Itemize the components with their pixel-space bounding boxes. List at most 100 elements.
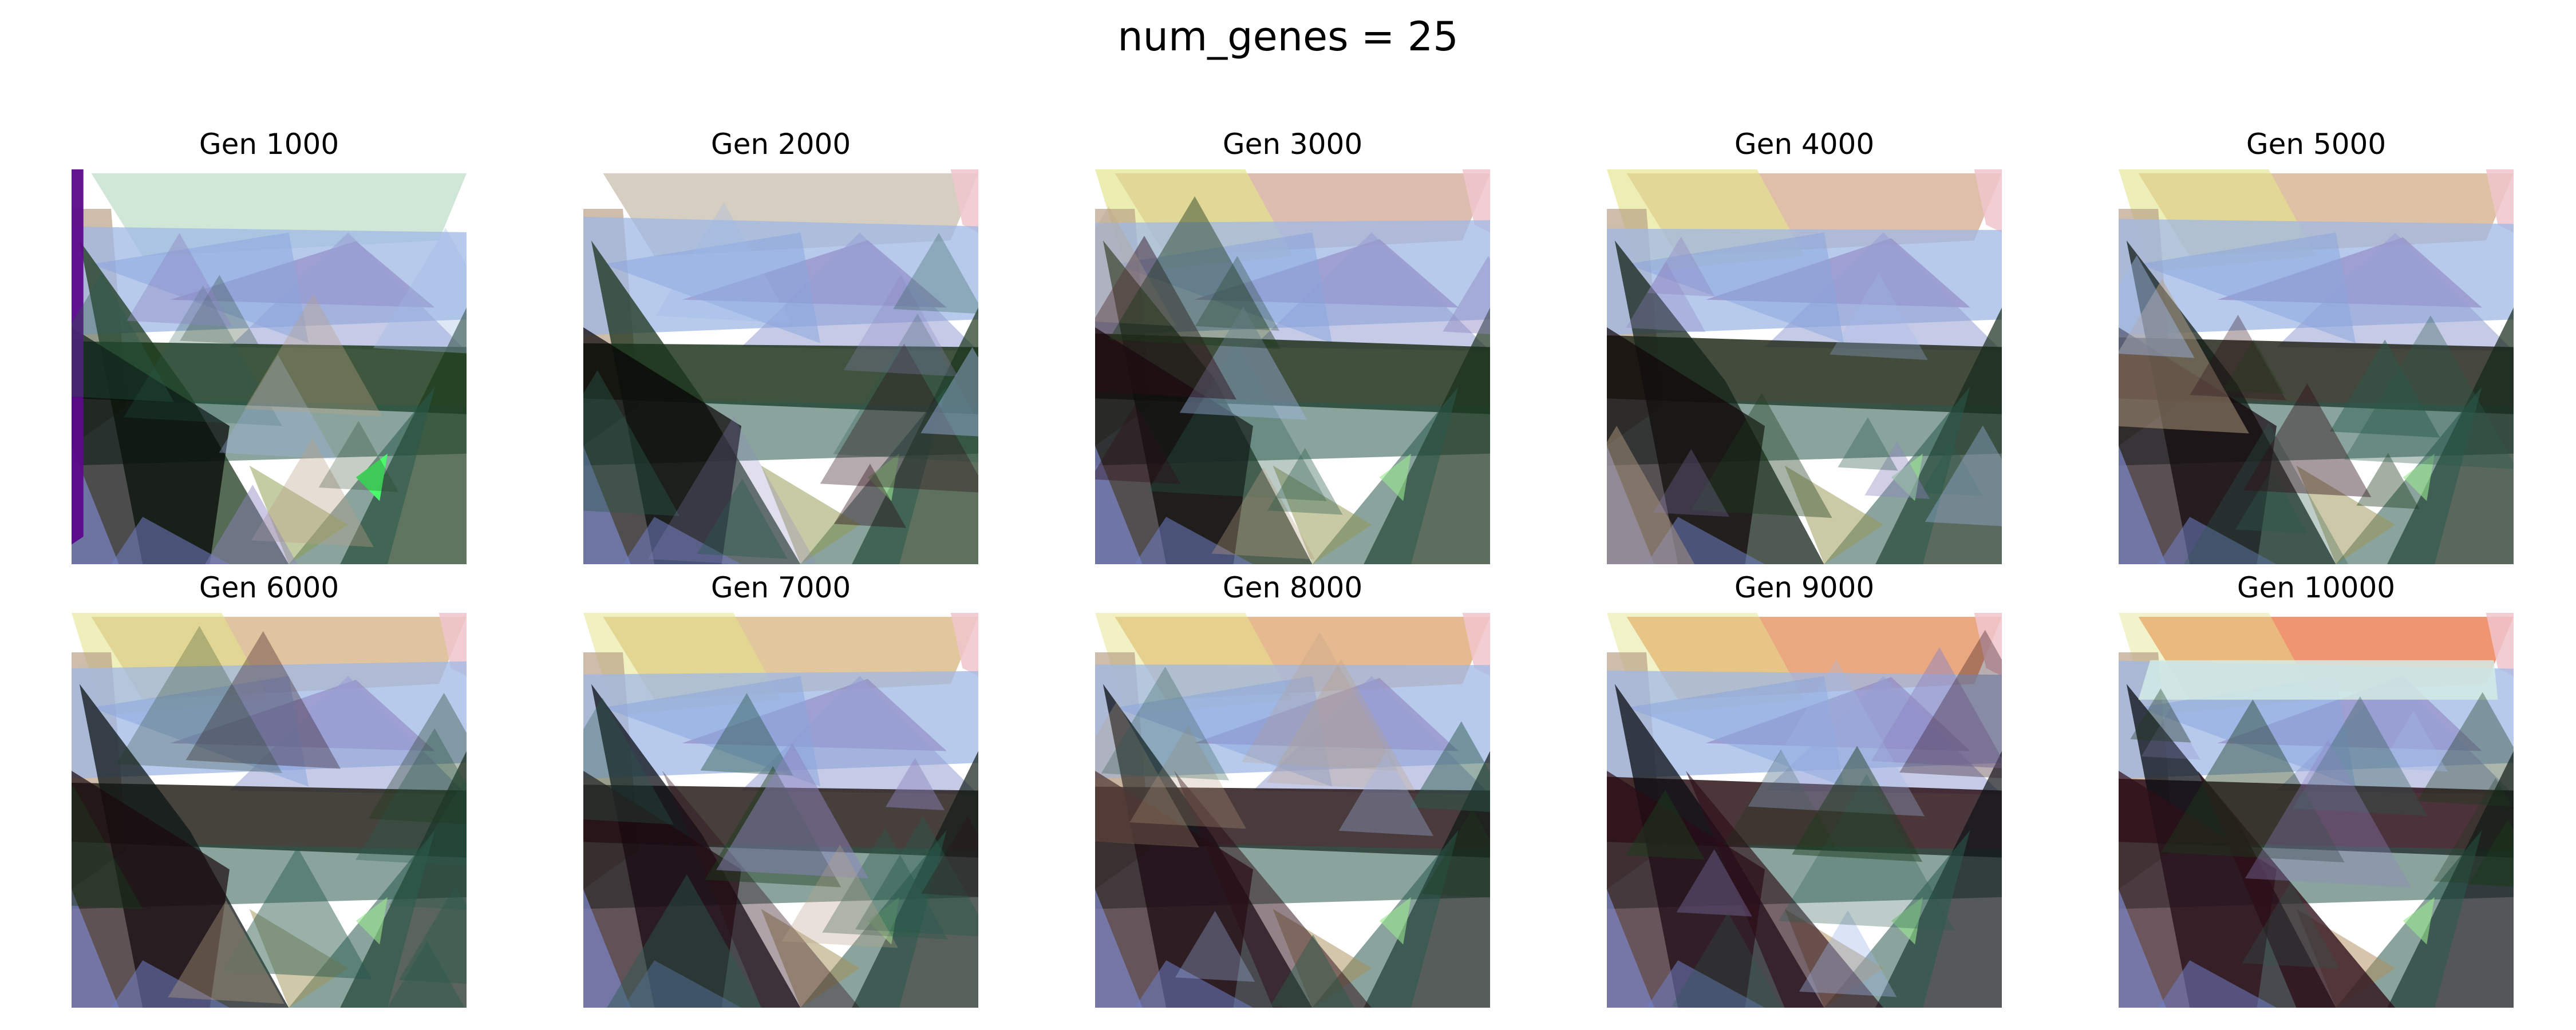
texture-triangle-shape	[368, 692, 467, 825]
blue-shard-shape	[2158, 517, 2277, 564]
texture-triangle-shape	[1095, 701, 1199, 847]
texture-triangle-shape	[205, 485, 298, 564]
right-teal-triangle-shape	[2336, 386, 2482, 564]
texture-triangle-shape	[893, 233, 978, 314]
blue-shard-shape	[111, 960, 230, 1008]
blue-shard-shape	[583, 446, 631, 564]
panel-image-gen-6000	[72, 613, 467, 1008]
texture-triangle-shape	[223, 847, 372, 980]
texture-triangle-shape	[583, 697, 674, 825]
panel-image-gen-1000	[72, 169, 467, 564]
texture-triangle-shape	[2245, 739, 2412, 888]
blue-shard-shape	[623, 517, 741, 564]
texture-triangle-shape	[1607, 426, 1695, 564]
texture-triangle-shape	[2190, 315, 2286, 401]
texture-triangle-shape	[855, 816, 978, 937]
texture-triangle-shape	[1195, 256, 1279, 331]
panel-image-gen-5000	[2119, 169, 2514, 564]
texture-triangle-shape	[1443, 255, 1490, 335]
pink-shape	[1974, 613, 2002, 676]
panel-image-gen-10000	[2119, 613, 2514, 1008]
pink-shape	[950, 613, 978, 676]
pink-shape	[1462, 613, 1490, 676]
texture-triangle-shape	[697, 478, 788, 559]
texture-triangle-shape	[705, 766, 841, 888]
blue-triangle-shape	[2138, 232, 2356, 343]
panel-title-gen-1000: Gen 1000	[199, 128, 339, 161]
texture-triangle-shape	[1899, 629, 2002, 778]
light-green-accent-shape	[355, 453, 388, 501]
light-green-accent-shape	[1891, 897, 1923, 945]
texture-triangle-shape	[318, 421, 399, 492]
maroon-triangle-shape	[1174, 771, 1372, 1008]
texture-triangle-shape	[2161, 699, 2345, 863]
texture-triangle-shape	[1925, 425, 2002, 526]
maroon-triangle-shape	[1686, 771, 1883, 1008]
texture-triangle-shape	[168, 900, 285, 1004]
texture-triangle-shape	[2223, 339, 2285, 394]
light-green-accent-shape	[2403, 897, 2435, 945]
texture-triangle-shape	[2119, 255, 2195, 358]
light-green-accent-shape	[867, 453, 899, 501]
texture-triangle-shape	[1129, 725, 1247, 829]
texture-triangle-shape	[180, 275, 259, 346]
blue-shard-shape	[1607, 446, 1654, 564]
texture-triangle-shape	[1724, 749, 1838, 851]
texture-triangle-shape	[2235, 469, 2308, 534]
dark-triangle-shape	[2119, 771, 2277, 1008]
blue-shard-shape	[1135, 517, 1253, 564]
texture-triangle-shape	[1179, 306, 1307, 420]
figure-title: num_genes = 25	[1117, 13, 1459, 60]
pink-shape	[950, 169, 978, 233]
texture-triangle-shape	[2417, 692, 2514, 807]
texture-triangle-shape	[1101, 667, 1230, 781]
panel-image-gen-7000	[583, 613, 978, 1008]
texture-triangle-shape	[655, 202, 792, 323]
panel-image-gen-3000	[1095, 169, 1490, 564]
texture-triangle-shape	[219, 354, 337, 459]
panel-title-gen-2000: Gen 2000	[710, 128, 851, 161]
texture-triangle-shape	[251, 438, 374, 548]
texture-triangle-shape	[2243, 383, 2372, 497]
texture-triangle-shape	[1095, 206, 1176, 326]
panel-title-gen-10000: Gen 10000	[2237, 571, 2396, 604]
blue-shard-shape	[1095, 446, 1143, 564]
texture-triangle-shape	[1108, 196, 1281, 349]
texture-triangle-shape	[1748, 659, 1925, 817]
pink-shape	[2486, 613, 2514, 676]
panel-title-gen-8000: Gen 8000	[1222, 571, 1363, 604]
dark-triangle-shape	[583, 327, 741, 564]
maroon-triangle-shape	[662, 771, 860, 1008]
panel-title-gen-5000: Gen 5000	[2246, 128, 2387, 161]
texture-triangle-shape	[373, 228, 467, 354]
texture-triangle-shape	[2468, 819, 2514, 888]
pink-shape	[2486, 169, 2514, 233]
light-green-accent-shape	[355, 897, 388, 945]
panel-title-gen-6000: Gen 6000	[199, 571, 339, 604]
blue-triangle-shape	[1115, 232, 1332, 343]
texture-triangle-shape	[885, 758, 945, 811]
blue-triangle-shape	[1626, 232, 1844, 343]
panel-title-gen-3000: Gen 3000	[1222, 128, 1363, 161]
texture-triangle-shape	[185, 631, 341, 769]
texture-triangle-shape	[700, 693, 793, 776]
texture-triangle-shape	[2141, 707, 2200, 760]
dark-triangle-shape	[72, 327, 230, 564]
texture-triangle-shape	[920, 347, 978, 437]
texture-triangle-shape	[398, 885, 467, 984]
texture-triangle-shape	[820, 343, 978, 493]
texture-triangle-shape	[116, 625, 282, 774]
texture-triangle-shape	[1409, 721, 1490, 812]
blue-shard-shape	[623, 960, 741, 1008]
texture-triangle-shape	[1647, 236, 1715, 297]
violet-edge-shape	[72, 169, 84, 545]
texture-triangle-shape	[607, 874, 762, 1008]
texture-triangle-shape	[822, 827, 948, 940]
texture-triangle-shape	[2119, 279, 2249, 434]
texture-triangle-shape	[2329, 339, 2440, 438]
blue-triangle-shape	[1115, 676, 1332, 787]
texture-triangle-shape	[1864, 441, 1930, 499]
blue-triangle-shape	[1626, 676, 1844, 787]
blue-triangle-shape	[2138, 676, 2356, 787]
